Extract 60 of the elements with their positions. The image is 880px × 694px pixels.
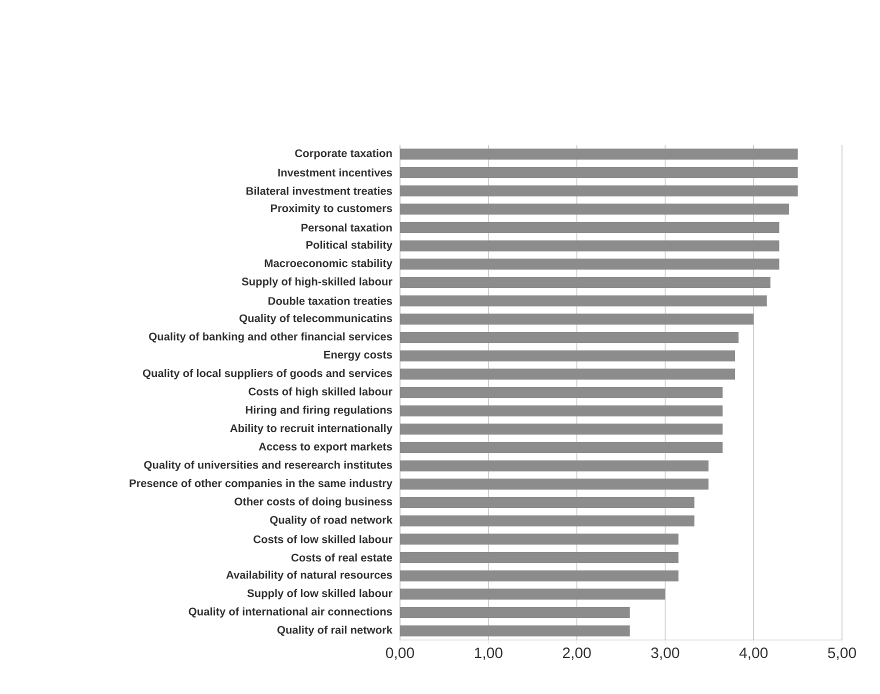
bar	[400, 295, 767, 306]
y-tick-label: Double taxation treaties	[268, 296, 392, 305]
y-tick-label: Quality of international air connections	[188, 607, 392, 618]
x-tick-label: 5,00	[828, 648, 856, 660]
y-tick-label: Quality of road network	[270, 516, 392, 526]
y-tick-label: Other costs of doing business	[234, 497, 392, 508]
bar	[400, 167, 798, 178]
x-tick-label: 2,00	[562, 648, 591, 660]
bar	[400, 148, 798, 160]
y-tick-label: Quality of rail network	[277, 626, 392, 636]
bar	[400, 607, 630, 618]
y-tick-label: Personal taxation	[302, 223, 392, 232]
y-tick-label: Costs of high skilled labour	[248, 387, 392, 398]
y-tick-label: Hiring and firing regulations	[246, 406, 392, 416]
bar	[400, 460, 709, 472]
x-tick-label: 1,00	[474, 648, 502, 660]
y-tick-label: Quality of telecommunicatins	[240, 314, 392, 324]
bar	[400, 534, 678, 545]
y-tick-label: Access to export markets	[258, 442, 392, 453]
x-tick-label: 3,00	[651, 648, 680, 660]
y-tick-label: Investment incentives	[278, 168, 392, 177]
bar	[400, 424, 723, 435]
y-tick-label: Macroeconomic stability	[264, 259, 392, 270]
y-tick-label: Bilateral investment treaties	[246, 186, 392, 195]
y-tick-label: Costs of low skilled labour	[254, 535, 392, 544]
bar	[400, 222, 780, 233]
y-tick-label: Quality of universities and reserearch institutes	[144, 460, 392, 471]
bar	[400, 204, 789, 215]
bar	[400, 570, 678, 582]
bar	[400, 588, 666, 600]
y-tick-label: Presence of other companies in the same industry	[130, 479, 392, 490]
y-tick-label: Supply of high-skilled labour	[242, 277, 392, 288]
y-tick-label: Quality of banking and other financial services	[149, 332, 392, 343]
bar	[400, 185, 798, 196]
bar	[400, 368, 736, 380]
bar	[400, 277, 770, 288]
y-tick-label: Energy costs	[324, 350, 392, 361]
y-tick-label: Corporate taxation	[295, 149, 392, 160]
bar	[400, 442, 723, 454]
bar	[400, 314, 754, 325]
y-tick-label: Costs of real estate	[291, 553, 392, 562]
y-tick-label: Availability of natural resources	[226, 570, 392, 581]
y-tick-label: Ability to recruit internationally	[230, 424, 392, 434]
y-tick-label: Political stability	[306, 240, 392, 251]
bar	[400, 332, 739, 344]
y-tick-label: Quality of local suppliers of goods and services	[142, 369, 392, 380]
bar	[400, 497, 694, 508]
x-tick-label: 4,00	[739, 648, 768, 660]
x-tick-label: 0,00	[386, 648, 414, 660]
bar	[400, 350, 736, 362]
bar	[400, 240, 780, 252]
y-tick-label: Proximity to customers	[270, 204, 392, 214]
bar	[400, 625, 630, 636]
bar	[400, 405, 723, 416]
bar	[400, 552, 678, 564]
bar	[400, 478, 709, 490]
y-tick-label: Supply of low skilled labour	[247, 589, 392, 600]
bar	[400, 387, 723, 398]
bar	[400, 515, 694, 526]
bar	[400, 258, 780, 270]
